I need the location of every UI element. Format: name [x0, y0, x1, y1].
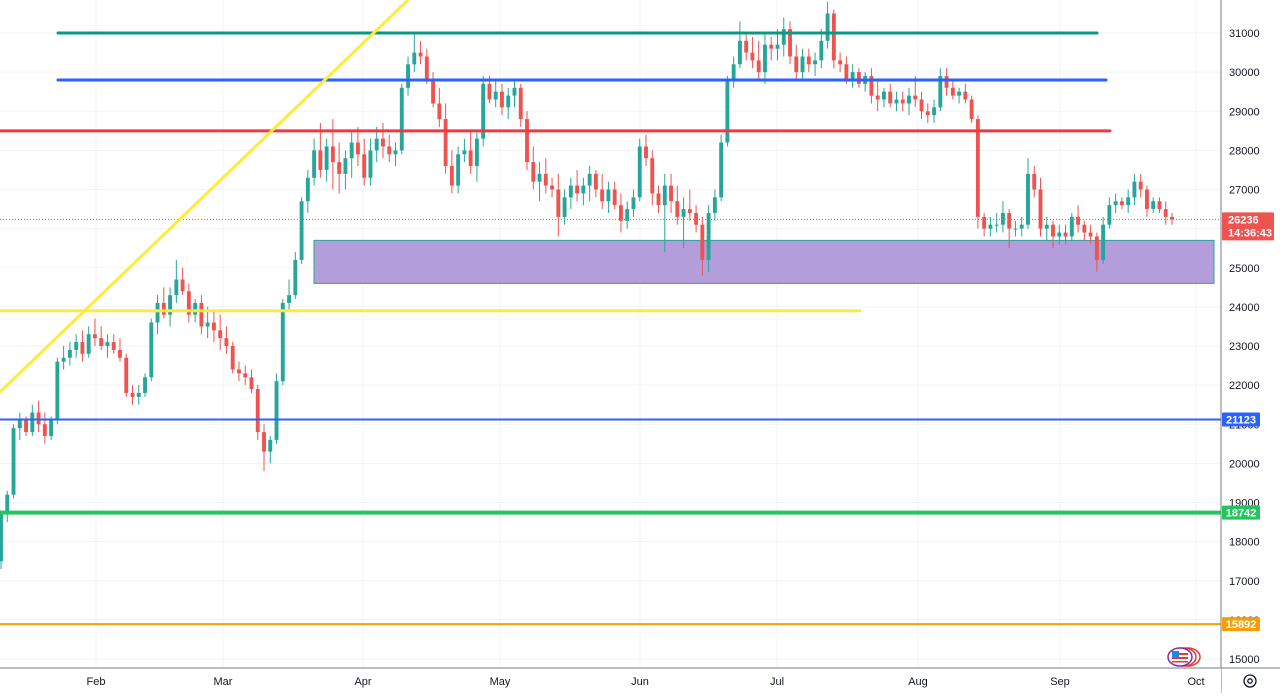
price-tick-label: 29000 — [1229, 106, 1260, 118]
chart-grid — [0, 0, 1221, 668]
time-axis-bg — [0, 668, 1221, 693]
time-tick-label: Jul — [770, 676, 784, 688]
level-tag-support-15892: 15892 — [1226, 619, 1257, 631]
time-axis[interactable]: Feb Mar Apr May Jun Jul Aug Sep Oct — [87, 676, 1205, 688]
time-tick-label: Feb — [87, 676, 106, 688]
demand-zone-rect[interactable] — [313, 239, 1215, 284]
time-tick-label: Aug — [908, 676, 928, 688]
time-tick-label: Jun — [631, 676, 649, 688]
level-tag-support-21123: 21123 — [1226, 414, 1256, 426]
price-tick-label: 18000 — [1229, 537, 1260, 549]
price-tick-label: 25000 — [1229, 263, 1260, 275]
time-tick-label: Apr — [354, 676, 371, 688]
current-price-value: 26236 — [1228, 214, 1259, 226]
level-tag-support-18742: 18742 — [1226, 508, 1257, 520]
gear-icon[interactable] — [1243, 674, 1257, 688]
yellow-trendline[interactable] — [0, 0, 410, 394]
us-flag-badge-icon[interactable] — [1167, 647, 1201, 667]
price-tick-label: 24000 — [1229, 302, 1260, 314]
candlestick-series — [0, 1, 1174, 570]
demand-zone[interactable] — [313, 239, 1215, 284]
candle-countdown: 14:36:43 — [1228, 227, 1272, 239]
price-tick-label: 30000 — [1229, 67, 1260, 79]
price-tick-label: 20000 — [1229, 458, 1260, 470]
price-tick-label: 22000 — [1229, 380, 1260, 392]
price-tick-label: 31000 — [1229, 28, 1260, 40]
horizontal-levels[interactable] — [0, 31, 1223, 626]
time-tick-label: Sep — [1050, 676, 1070, 688]
price-tick-label: 15000 — [1229, 654, 1260, 666]
price-tick-label: 28000 — [1229, 145, 1260, 157]
price-tick-label: 17000 — [1229, 576, 1260, 588]
time-tick-label: Oct — [1187, 676, 1204, 688]
time-tick-label: Mar — [214, 676, 233, 688]
price-tick-label: 23000 — [1229, 341, 1260, 353]
time-tick-label: May — [490, 676, 511, 688]
price-axis-tags: 21123 18742 15892 — [1222, 412, 1260, 632]
price-tick-label: 27000 — [1229, 185, 1260, 197]
price-axis-bg — [1221, 0, 1280, 693]
